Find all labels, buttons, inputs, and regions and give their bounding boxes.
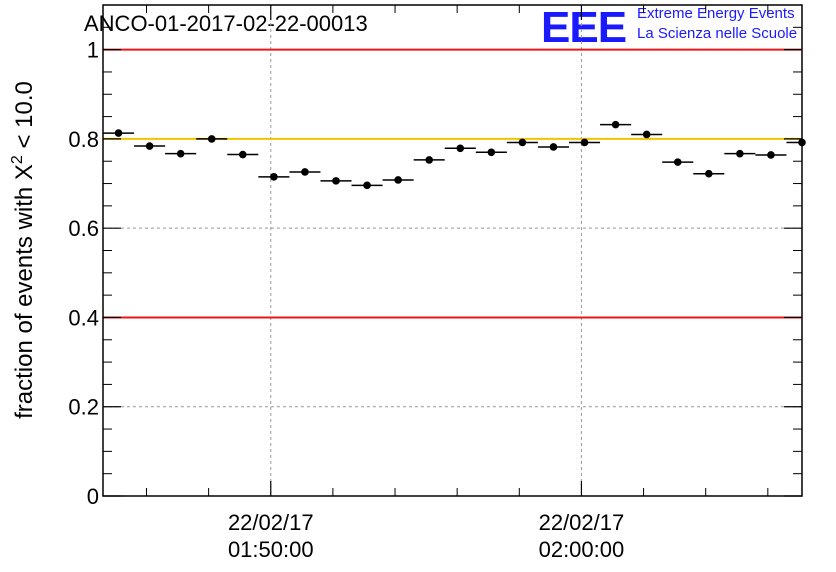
data-point xyxy=(332,177,340,185)
y-tick-label: 0 xyxy=(87,484,99,509)
grid xyxy=(103,5,802,496)
logo-line2: La Scienza nelle Scuole xyxy=(637,25,797,42)
x-tick-date-label: 22/02/17 xyxy=(539,510,625,535)
data-point xyxy=(611,120,620,129)
chart-title: ANCO-01-2017-02-22-00013 xyxy=(84,11,368,36)
logo-line1: Extreme Energy Events xyxy=(637,5,795,22)
data-point xyxy=(270,173,278,181)
data-point xyxy=(207,135,216,143)
data-point xyxy=(239,150,247,159)
data-series xyxy=(103,120,806,190)
data-point xyxy=(456,144,465,153)
data-point xyxy=(301,168,309,176)
data-point xyxy=(518,138,527,147)
y-tick-label: 0.6 xyxy=(68,216,99,241)
axes: 00.20.40.60.8122/02/1701:50:0022/02/1702… xyxy=(68,4,803,562)
data-point xyxy=(580,138,589,147)
data-point xyxy=(705,169,713,178)
data-point xyxy=(394,176,402,184)
data-point xyxy=(425,156,434,164)
y-tick-label: 0.2 xyxy=(68,395,99,420)
data-point xyxy=(736,149,744,158)
y-axis-label: fraction of events with X2 < 10.0 xyxy=(9,81,38,419)
data-point xyxy=(549,143,558,151)
data-point xyxy=(673,158,682,166)
x-tick-time-label: 02:00:00 xyxy=(539,537,625,562)
y-tick-label: 0.4 xyxy=(68,305,99,330)
x-tick-date-label: 22/02/17 xyxy=(228,510,314,535)
data-point xyxy=(114,129,123,137)
data-point xyxy=(487,148,496,157)
x-tick-time-label: 01:50:00 xyxy=(228,537,314,562)
data-point xyxy=(145,142,154,150)
logo-letters: EEE xyxy=(541,3,626,52)
reference-lines xyxy=(103,48,802,319)
y-tick-label: 0.8 xyxy=(68,127,99,152)
data-point xyxy=(363,181,371,190)
eee-logo: EEE Extreme Energy Events La Scienza nel… xyxy=(541,3,797,52)
data-point xyxy=(642,130,651,139)
plot-frame xyxy=(102,4,803,497)
y-tick-label: 1 xyxy=(87,38,99,63)
data-point xyxy=(767,151,775,159)
data-point xyxy=(176,149,185,158)
